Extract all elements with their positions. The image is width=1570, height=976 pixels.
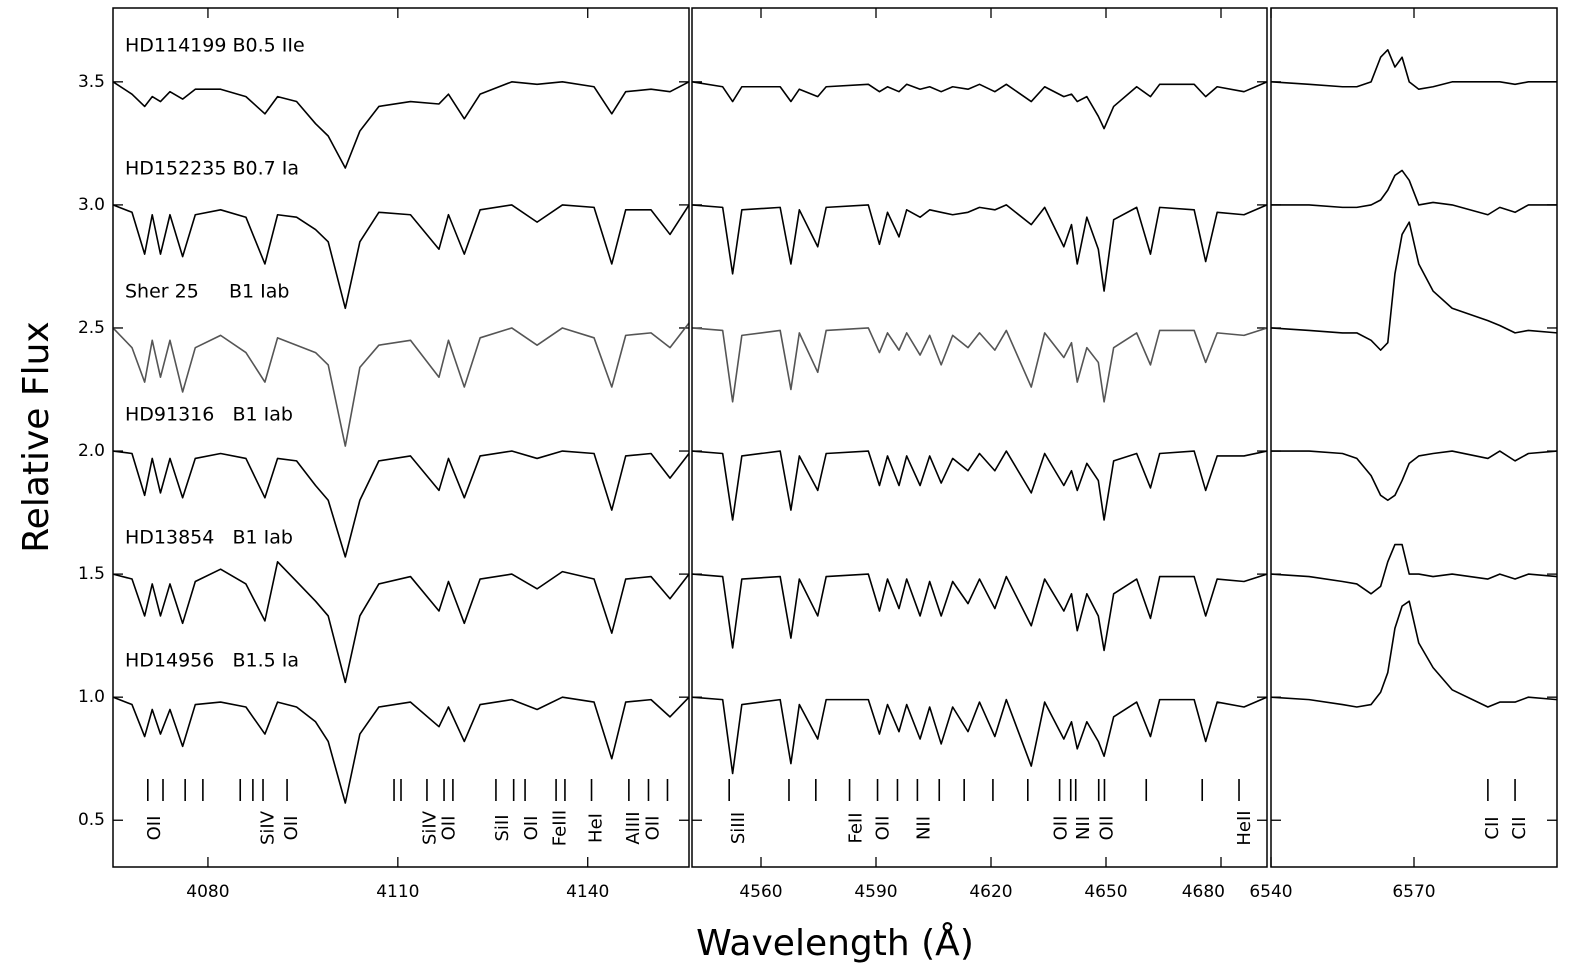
panel-frame [691,7,1268,868]
line-id-label: OII [1051,816,1072,841]
line-id-label: CII [1482,816,1503,839]
x-tick-label: 4680 [1182,882,1225,902]
spectrum-line [112,322,690,447]
y-tick-label: 2.5 [78,318,105,338]
x-tick-label: 4650 [1084,882,1127,902]
y-tick-label: 3.0 [78,195,105,215]
spectrum-line [112,696,690,804]
spectrum-line [691,573,1268,652]
x-axis-label: Wavelength (Å) [696,921,974,964]
y-tick-label: 3.5 [78,72,105,92]
y-axis-label: Relative Flux [16,321,57,552]
spectrum-line [691,696,1268,775]
spectrum-line [1270,543,1558,595]
x-tick-label: 4590 [854,882,897,902]
line-id-label: SiIV [258,810,279,845]
panel-frame [112,7,690,868]
spectrum-line [691,327,1268,403]
spectrum-line [112,450,690,558]
line-id-label: SiIV [420,810,441,845]
star-label: HD91316 B1 Iab [125,404,293,426]
line-id-label: OII [439,816,460,841]
spectrum-line [112,204,690,310]
spectrum-line [691,81,1268,130]
line-id-label: OII [872,816,893,841]
line-id-label: HeII [1234,810,1255,845]
line-id-label: OII [1097,816,1118,841]
spectrum-line [691,204,1268,292]
spectrum-line [1270,49,1557,91]
panel-frame [1270,7,1558,868]
spectrum-line [112,561,690,684]
spectrum-line [691,450,1268,521]
line-id-label: HeI [586,813,607,843]
spectrum-line [112,81,690,169]
line-id-label: OII [521,816,542,841]
spectrum-line [1270,221,1558,351]
spectrum-line [1271,169,1557,216]
x-tick-label: 6540 [1249,882,1292,902]
star-label: Sher 25 B1 Iab [125,281,290,303]
line-id-label: OII [144,816,165,841]
x-tick-label: 4110 [376,882,419,902]
star-label: HD13854 B1 Iab [125,527,293,549]
line-id-label: SiIII [728,812,749,844]
spectrum-line [1271,450,1558,502]
y-tick-label: 2.0 [78,441,105,461]
x-tick-label: 4620 [969,882,1012,902]
line-id-label: CII [1509,816,1530,839]
star-label: HD14956 B1.5 Ia [125,650,299,672]
spectrum-line [1270,600,1558,708]
star-label: HD152235 B0.7 Ia [125,158,299,180]
x-tick-label: 4560 [739,882,782,902]
star-label: HD114199 B0.5 IIe [125,35,305,57]
line-id-label: NII [1073,816,1094,840]
x-tick-label: 6570 [1392,882,1435,902]
line-id-label: OII [643,816,664,841]
x-tick-label: 4140 [566,882,609,902]
line-id-label: FeII [845,812,866,843]
y-tick-label: 1.5 [78,564,105,584]
y-tick-label: 1.0 [78,687,105,707]
x-tick-label: 4080 [186,882,229,902]
line-id-label: OII [281,816,302,841]
line-id-label: SiII [492,814,513,841]
line-id-label: AlIII [623,811,644,844]
line-id-label: NII [913,816,934,840]
y-tick-label: 0.5 [78,810,105,830]
line-id-label: FeIII [550,810,571,846]
